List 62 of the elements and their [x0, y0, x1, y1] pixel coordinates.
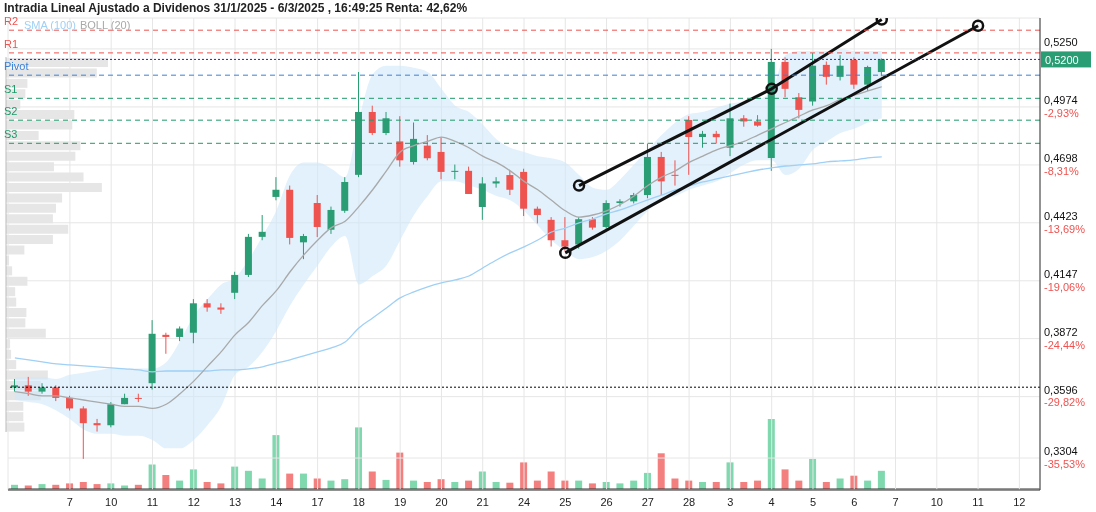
x-tick-label: 12	[187, 495, 200, 508]
bar	[299, 473, 307, 489]
y2-tick-label: -19,06%	[1044, 280, 1086, 293]
ref-line-label: S2	[4, 105, 18, 118]
ref-line-label: R2	[4, 15, 19, 28]
x-tick-label: 10	[105, 495, 118, 508]
bar	[217, 483, 225, 489]
x-tick-label: 11	[146, 495, 159, 508]
x-tick-label: 14	[270, 495, 283, 508]
text: SMA (100)	[24, 19, 76, 31]
bar	[368, 471, 376, 489]
bar	[781, 469, 789, 489]
y2-tick-label: -13,69%	[1044, 222, 1086, 235]
x-tick-label: 13	[228, 495, 242, 508]
y-tick-label: 0,3872	[1044, 325, 1078, 338]
chart-title: Intradia Lineal Ajustado a Dividenos 31/1/2025 - 6/3/2025 , 16:49:25 Renta: 42,62%	[4, 1, 468, 15]
y-tick-label: 0,3304	[1044, 445, 1078, 458]
y2-tick-label: -2,93%	[1044, 106, 1080, 119]
y2-tick-label: -8,31%	[1044, 164, 1080, 177]
x-tick-label: 21	[476, 495, 489, 508]
y-tick-label: 0,3596	[1044, 383, 1078, 396]
x-tick-label: 18	[352, 495, 366, 508]
x-tick-label: 5	[809, 495, 817, 508]
bar	[341, 479, 349, 489]
bar	[547, 471, 555, 489]
ref-line-label: S3	[4, 128, 18, 141]
y2-tick-label: -24,44%	[1044, 338, 1086, 351]
bar	[244, 470, 252, 489]
x-tick-label: 3	[727, 495, 734, 508]
bar	[588, 483, 596, 489]
x-tick-label: 6	[851, 495, 858, 508]
x-tick-label: 24	[517, 495, 531, 508]
y2-tick-label: -29,82%	[1044, 396, 1086, 409]
bar	[877, 470, 885, 489]
x-tick-label: 26	[600, 495, 613, 508]
x-tick-label: 28	[682, 495, 696, 508]
text: BOLL (20)	[79, 19, 131, 31]
y-tick-label: 0,5250	[1044, 35, 1078, 48]
bar	[616, 483, 624, 489]
x-tick-label: 7	[892, 495, 899, 508]
ref-line-label: R1	[4, 37, 19, 50]
x-tick-label: 17	[311, 495, 324, 508]
x-tick-label: 10	[930, 495, 943, 508]
x-tick-label: 12	[1013, 495, 1026, 508]
y2-tick-label: -35,53%	[1044, 458, 1086, 470]
x-tick-label: 27	[641, 495, 654, 508]
x-tick-label: 25	[559, 495, 572, 508]
x-tick-label: 7	[66, 495, 73, 508]
y-tick-label: 0,4147	[1044, 267, 1078, 280]
bar	[162, 475, 170, 489]
ref-line-label: 0,5200	[1045, 53, 1079, 66]
y-tick-label: 0,4423	[1044, 209, 1078, 222]
x-tick-label: 4	[768, 495, 775, 508]
ref-line-label: S1	[4, 83, 18, 96]
bar	[286, 473, 294, 489]
y-tick-label: 0,4698	[1044, 151, 1078, 164]
y-tick-label: 0,4974	[1044, 93, 1078, 106]
ref-line-label: Pivot	[4, 60, 29, 73]
x-tick-label: 19	[394, 495, 407, 508]
x-tick-label: 20	[435, 495, 448, 508]
x-tick-label: 11	[972, 495, 984, 508]
bar	[657, 453, 665, 489]
